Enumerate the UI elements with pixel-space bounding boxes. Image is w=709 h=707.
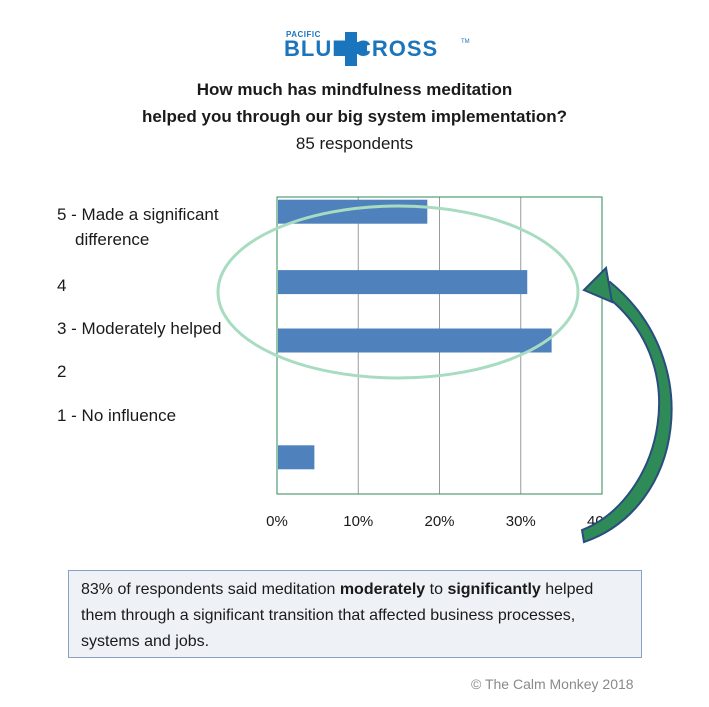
logo-small-text: PACIFIC xyxy=(286,30,321,39)
arrow-head xyxy=(582,265,614,304)
category-label: 5 - Made a significant xyxy=(57,205,219,224)
x-tick-label: 20% xyxy=(424,513,454,530)
bar xyxy=(278,328,552,353)
copyright-text: © The Calm Monkey 2018 xyxy=(471,676,634,692)
note-bold-moderately: moderately xyxy=(339,581,426,598)
summary-note: 83% of respondents said meditation moder… xyxy=(68,570,642,658)
highlight-ellipse xyxy=(216,204,580,380)
plot-frame xyxy=(276,196,603,495)
logo-tm: TM xyxy=(461,39,470,45)
category-label: 4 xyxy=(57,276,66,295)
bar-chart: 0%10%20%30%40%5 - Made a significantdiff… xyxy=(57,196,673,544)
x-tick-label: 30% xyxy=(506,513,536,530)
x-tick-label: 10% xyxy=(343,513,373,530)
category-label: 2 xyxy=(57,362,66,381)
category-label: difference xyxy=(75,230,149,249)
bar xyxy=(278,445,315,470)
note-text-2: to xyxy=(425,581,448,598)
note-bold-significantly: significantly xyxy=(447,581,541,598)
category-label: 1 - No influence xyxy=(57,406,176,425)
x-tick-label: 0% xyxy=(266,513,288,530)
bar xyxy=(278,270,528,295)
cross-icon xyxy=(335,32,367,66)
chart-title-line1: How much has mindfulness meditation xyxy=(196,80,513,99)
chart-title-line2: helped you through our big system implem… xyxy=(141,107,568,126)
logo-main-text: BLUE CROSS xyxy=(284,36,439,61)
note-text-1: 83% of respondents said meditation xyxy=(81,581,340,598)
note-text-3: helped them through a significant transi… xyxy=(81,581,594,650)
curved-arrow xyxy=(580,280,673,544)
chart-subtitle: 85 respondents xyxy=(295,134,414,153)
category-label: 3 - Moderately helped xyxy=(57,319,221,338)
